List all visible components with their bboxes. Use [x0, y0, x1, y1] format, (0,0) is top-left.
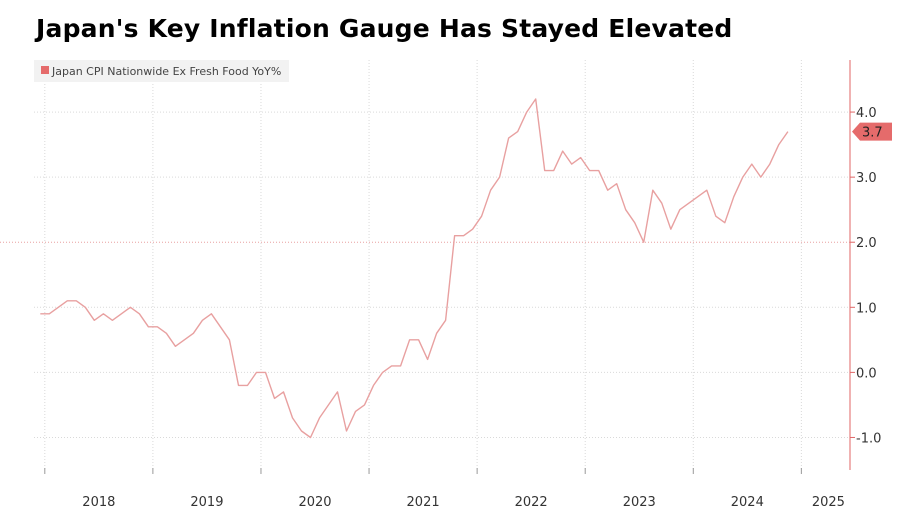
- chart-title: Japan's Key Inflation Gauge Has Stayed E…: [36, 14, 733, 43]
- x-tick-label: 2024: [731, 495, 764, 510]
- y-axis: 4.0 3.0 2.0 1.0 0.0 -1.0: [850, 106, 881, 446]
- x-tick-label: 2018: [82, 495, 115, 510]
- legend-background: [34, 60, 289, 82]
- legend: Japan CPI Nationwide Ex Fresh Food YoY%: [34, 60, 289, 82]
- y-tick-label: 3.0: [856, 171, 877, 186]
- grid: [34, 60, 850, 470]
- last-value-marker: 3.7: [852, 122, 892, 141]
- legend-swatch: [41, 66, 49, 74]
- legend-label: Japan CPI Nationwide Ex Fresh Food YoY%: [51, 65, 281, 78]
- x-tick-label: 2025: [812, 495, 845, 510]
- last-value-label: 3.7: [862, 126, 883, 141]
- y-tick-label: 0.0: [856, 366, 877, 381]
- x-tick-label: 2020: [298, 495, 331, 510]
- y-tick-label: 4.0: [856, 106, 877, 121]
- x-tick-label: 2022: [515, 495, 548, 510]
- y-tick-label: -1.0: [856, 431, 881, 446]
- series-line: [40, 98, 789, 439]
- y-tick-label: 2.0: [856, 236, 877, 251]
- y-tick-label: 1.0: [856, 301, 877, 316]
- x-tick-label: 2019: [190, 495, 223, 510]
- last-value-tag: [852, 122, 892, 141]
- x-axis: 2018 2019 2020 2021 2022 2023 2024 2025: [44, 468, 845, 510]
- x-tick-label: 2023: [623, 495, 656, 510]
- x-tick-label: 2021: [407, 495, 440, 510]
